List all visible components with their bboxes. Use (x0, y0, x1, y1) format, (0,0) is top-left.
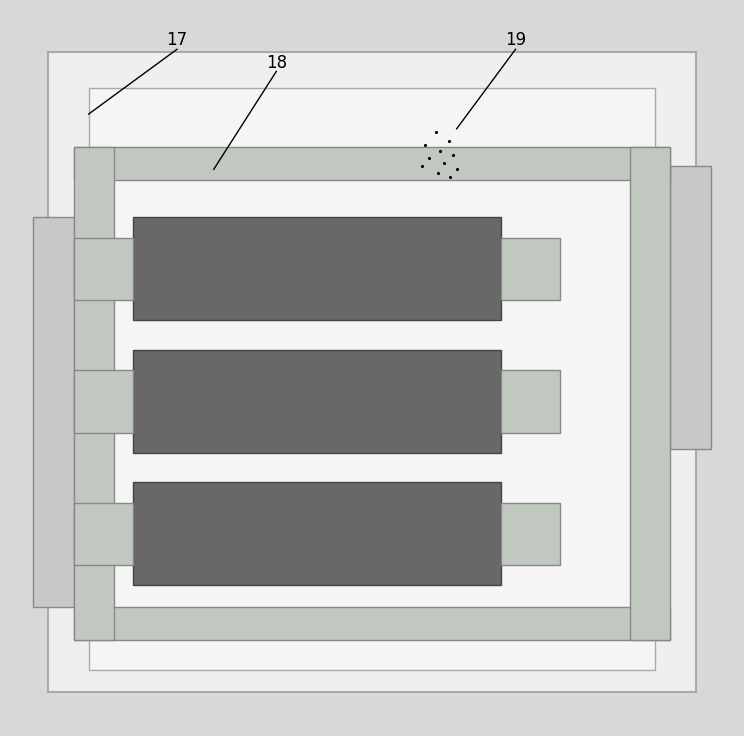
Bar (74, 370, 132, 433)
Bar (33, 217, 74, 607)
Bar (670, 166, 711, 449)
Bar (74, 607, 670, 640)
Bar (48, 52, 696, 692)
Bar (501, 238, 559, 300)
Bar (132, 217, 501, 320)
Text: 18: 18 (266, 54, 287, 71)
Bar (74, 147, 115, 640)
Text: 19: 19 (505, 32, 526, 49)
Bar (132, 482, 501, 585)
Bar (74, 503, 132, 565)
Bar (89, 88, 655, 670)
Bar (74, 238, 132, 300)
Bar (74, 147, 670, 180)
Bar (501, 503, 559, 565)
Bar (132, 350, 501, 453)
Bar (501, 370, 559, 433)
Text: 17: 17 (167, 32, 187, 49)
Bar (629, 147, 670, 640)
